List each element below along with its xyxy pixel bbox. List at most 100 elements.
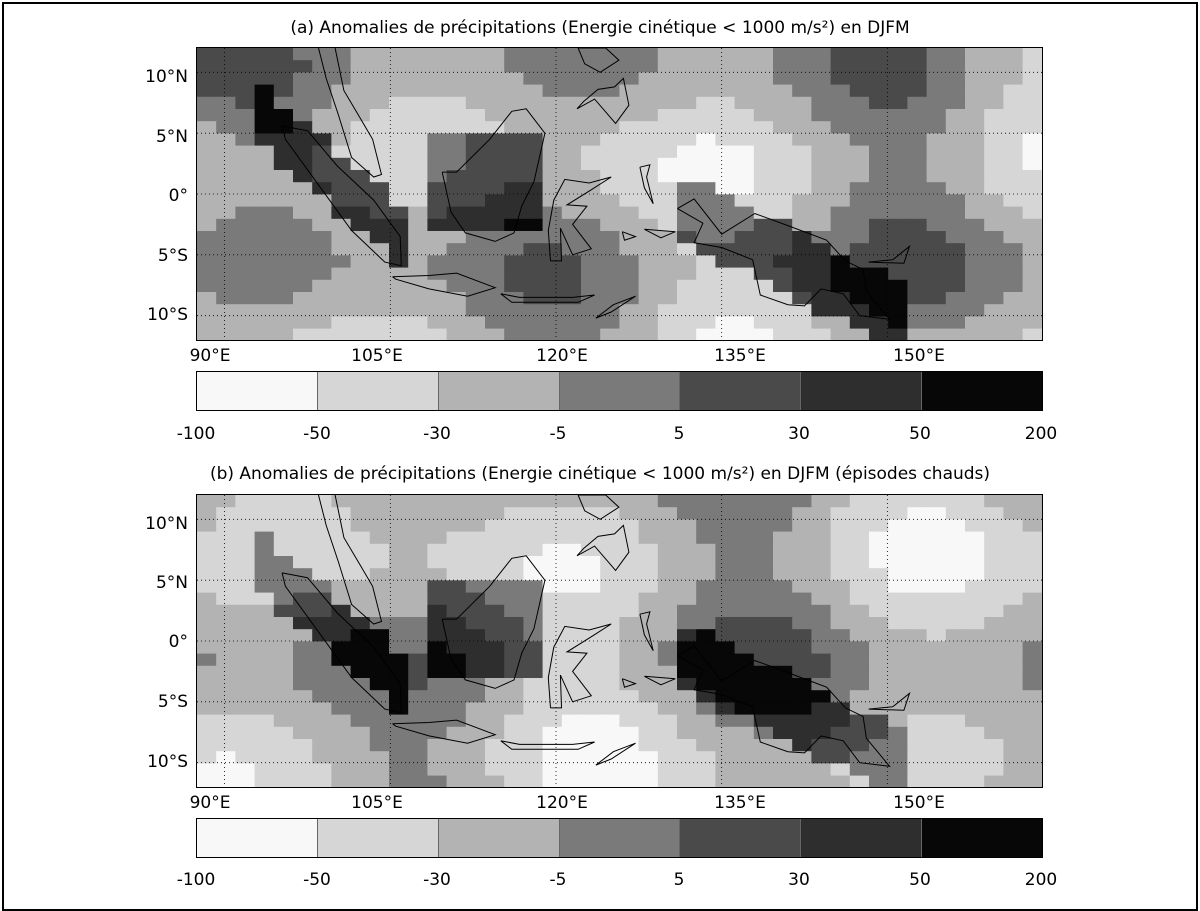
- field-cell: [965, 629, 985, 642]
- field-cell: [811, 531, 832, 545]
- field-cell: [581, 690, 601, 703]
- field-cell: [389, 531, 409, 545]
- field-cell: [869, 109, 889, 122]
- field-cell: [504, 641, 524, 655]
- field-cell: [965, 96, 985, 110]
- field-cell: [830, 243, 851, 256]
- field-cell: [561, 255, 582, 269]
- field-cell: [830, 568, 851, 581]
- field-cell: [561, 519, 582, 533]
- field-cell: [638, 206, 659, 220]
- field-cell: [389, 60, 409, 73]
- field-cell: [273, 531, 294, 545]
- field-cell: [581, 641, 601, 655]
- field-cell: [465, 109, 486, 122]
- field-cell: [888, 763, 908, 777]
- field-cell: [869, 507, 889, 520]
- field-cell: [657, 629, 678, 642]
- field-cell: [197, 182, 217, 195]
- field-cell: [216, 267, 236, 281]
- field-cell: [504, 507, 524, 520]
- field-cell: [1003, 218, 1024, 232]
- field-cell: [581, 109, 601, 122]
- panel-a-lon-90e: 90°E: [189, 346, 231, 366]
- field-cell: [254, 170, 275, 183]
- field-cell: [369, 665, 390, 679]
- field-cell: [1003, 243, 1024, 256]
- field-cell: [715, 48, 736, 61]
- field-cell: [945, 267, 966, 281]
- field-cell: [216, 279, 236, 293]
- field-cell: [945, 739, 966, 752]
- field-cell: [427, 580, 448, 594]
- field-cell: [869, 279, 889, 293]
- field-cell: [945, 543, 966, 557]
- field-cell: [792, 604, 812, 618]
- field-cell: [753, 568, 774, 581]
- field-cell: [542, 182, 563, 195]
- field-cell: [446, 206, 467, 220]
- field-cell: [273, 653, 294, 667]
- field-cell: [1003, 726, 1024, 740]
- field-cell: [273, 96, 294, 110]
- field-cell: [331, 157, 352, 171]
- field-cell: [1022, 218, 1042, 232]
- field-cell: [1022, 145, 1042, 159]
- field-cell: [369, 231, 390, 244]
- field-cell: [734, 519, 755, 533]
- field-cell: [1003, 556, 1024, 569]
- field-cell: [561, 316, 582, 330]
- field-cell: [465, 170, 486, 183]
- field-cell: [926, 145, 947, 159]
- field-cell: [715, 304, 736, 317]
- field-cell: [926, 72, 947, 86]
- field-cell: [446, 678, 467, 691]
- field-cell: [907, 182, 928, 195]
- field-cell: [792, 109, 812, 122]
- field-cell: [715, 133, 736, 147]
- field-cell: [465, 653, 486, 667]
- field-cell: [792, 133, 812, 147]
- field-cell: [235, 604, 256, 618]
- field-cell: [984, 592, 1004, 606]
- field-cell: [657, 267, 678, 281]
- field-cell: [465, 72, 486, 86]
- coastline: [318, 495, 383, 625]
- field-cell: [523, 72, 544, 86]
- field-cell: [753, 194, 774, 208]
- field-cell: [331, 292, 352, 305]
- field-cell: [869, 629, 889, 642]
- field-cell: [350, 255, 371, 269]
- field-cell: [638, 157, 659, 171]
- field-cell: [734, 170, 755, 183]
- field-cell: [293, 556, 313, 569]
- field-cell: [523, 690, 544, 703]
- field-cell: [389, 629, 409, 642]
- coastline: [318, 48, 383, 178]
- field-cell: [369, 763, 390, 777]
- field-cell: [1003, 145, 1024, 159]
- field-cell: [235, 678, 256, 691]
- field-cell: [715, 690, 736, 703]
- field-cell: [293, 60, 313, 73]
- colorbar-swatch: [801, 819, 923, 857]
- field-cell: [523, 304, 544, 317]
- field-cell: [389, 243, 409, 256]
- field-cell: [792, 592, 812, 606]
- field-cell: [734, 194, 755, 208]
- field-cell: [773, 96, 793, 110]
- field-cell: [715, 678, 736, 691]
- field-cell: [485, 304, 505, 317]
- field-cell: [485, 48, 505, 61]
- field-cell: [715, 641, 736, 655]
- field-cell: [619, 255, 640, 269]
- field-cell: [696, 556, 716, 569]
- field-cell: [561, 641, 582, 655]
- field-cell: [869, 243, 889, 256]
- field-cell: [849, 292, 870, 305]
- field-cell: [792, 48, 812, 61]
- field-cell: [600, 267, 620, 281]
- field-cell: [888, 109, 908, 122]
- field-cell: [753, 726, 774, 740]
